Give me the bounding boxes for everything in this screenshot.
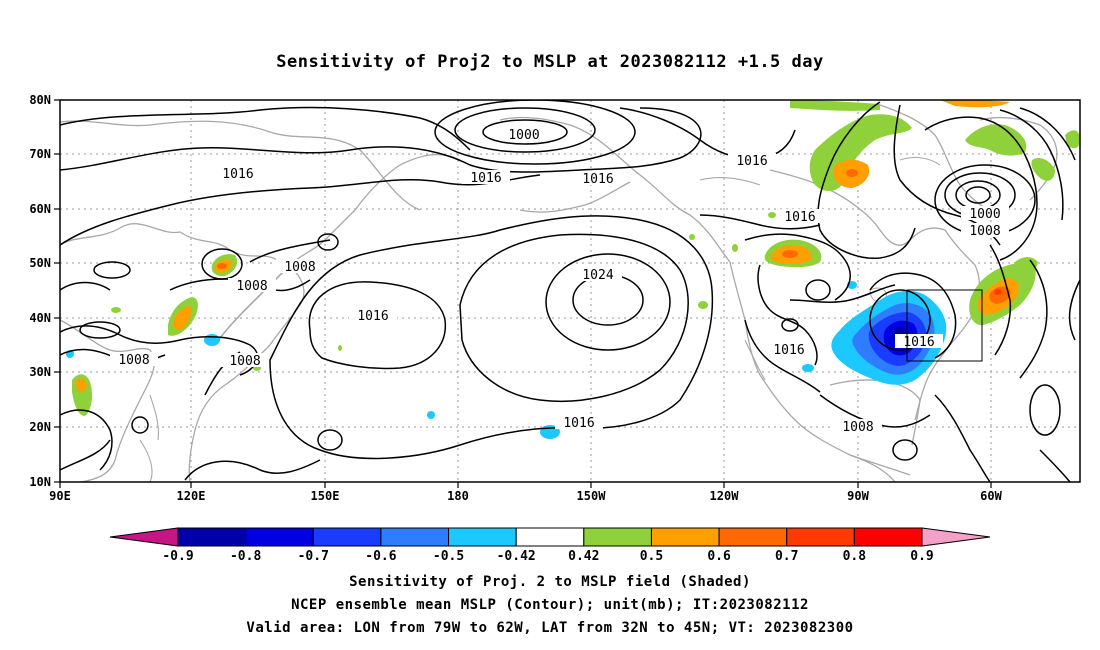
lon-tick-label: 150E (311, 489, 340, 503)
colorbar-swatch (448, 527, 517, 547)
colorbar-label: -0.8 (230, 549, 261, 564)
mslp-contours (60, 100, 1080, 482)
contour-label: 1008 (284, 260, 315, 275)
colorbar-swatch (515, 527, 585, 547)
contour-label: 1016 (784, 210, 815, 225)
contour-label: 1016 (736, 154, 767, 169)
contour-label: 1000 (508, 128, 539, 143)
lat-tick-label: 40N (29, 311, 51, 325)
contour-label: 1016 (903, 335, 934, 350)
colorbar-label: 0.6 (707, 549, 731, 564)
contour-label: 1008 (969, 224, 1000, 239)
valid-area-box (906, 289, 983, 362)
lat-tick-labels: 80N 70N 60N 50N 40N 30N 20N 10N (29, 93, 51, 489)
lat-ticks (54, 99, 60, 483)
caption-line-3: Valid area: LON from 79W to 62W, LAT fro… (246, 620, 854, 636)
lon-tick-label: 150W (577, 489, 607, 503)
colorbar-label: -0.6 (365, 549, 396, 564)
lon-tick-label: 120W (710, 489, 740, 503)
lon-tick-label: 90W (847, 489, 869, 503)
map-area: 1000 1016 1016 1016 1016 1000 1008 1016 … (60, 100, 1080, 482)
lon-tick-label: 90E (49, 489, 71, 503)
contour-label: 1008 (118, 353, 149, 368)
map-frame (59, 99, 1081, 483)
colorbar-label: -0.9 (162, 549, 193, 564)
caption-line-2: NCEP ensemble mean MSLP (Contour); unit(… (291, 597, 809, 613)
colorbar-arrow-high (921, 527, 991, 547)
lon-tick-labels: 90E 120E 150E 180 150W 120W 90W 60W (49, 489, 1002, 503)
colorbar-swatch (177, 527, 247, 547)
colorbar-label: 0.7 (775, 549, 798, 564)
contour-labels: 1000 1016 1016 1016 1016 1000 1008 1016 … (110, 127, 1009, 435)
colorbar-swatch (718, 527, 788, 547)
colorbar-swatch (245, 527, 314, 547)
colorbar-labels: -0.9 -0.8 -0.7 -0.6 -0.5 -0.42 0.42 0.5 0.6 0.7 0.… (162, 549, 933, 564)
colorbar-swatch (786, 527, 855, 547)
contour-label: 1016 (773, 343, 804, 358)
lon-tick-label: 120E (177, 489, 206, 503)
colorbar-swatch (380, 527, 450, 547)
lon-tick-label: 180 (447, 489, 469, 503)
colorbar-label: 0.8 (843, 549, 867, 564)
map-title: Sensitivity of Proj2 to MSLP at 20230821… (276, 52, 823, 72)
colorbar-label: -0.5 (433, 549, 464, 564)
colorbar-arrow-low (109, 527, 179, 547)
lat-tick-label: 60N (29, 202, 51, 216)
contour-label: 1016 (563, 416, 594, 431)
lat-tick-label: 30N (29, 365, 51, 379)
colorbar-swatch (583, 527, 652, 547)
colorbar-swatch (650, 527, 720, 547)
contour-label: 1016 (222, 167, 253, 182)
lat-tick-label: 80N (29, 93, 51, 107)
colorbar-swatch (853, 527, 923, 547)
contour-label: 1016 (582, 172, 613, 187)
colorbar-label: -0.42 (497, 549, 536, 564)
lat-tick-label: 20N (29, 420, 51, 434)
colorbar-label: 0.5 (640, 549, 663, 564)
lon-tick-label: 60W (980, 489, 1002, 503)
contour-label: 1016 (357, 309, 388, 324)
contour-label: 1000 (969, 207, 1000, 222)
lat-tick-label: 50N (29, 256, 51, 270)
contour-label: 1024 (582, 268, 613, 283)
colorbar-swatch (312, 527, 382, 547)
lat-tick-label: 10N (29, 475, 51, 489)
contour-label: 1016 (470, 171, 501, 186)
contour-label: 1008 (236, 279, 267, 294)
colorbar-label: -0.7 (298, 549, 329, 564)
contour-label: 1008 (842, 420, 873, 435)
lon-ticks (59, 482, 992, 488)
contour-label: 1008 (229, 354, 260, 369)
caption-line-1: Sensitivity of Proj. 2 to MSLP field (Sh… (349, 574, 751, 590)
colorbar-label: 0.42 (568, 549, 599, 564)
lat-tick-label: 70N (29, 147, 51, 161)
colorbar (109, 527, 991, 547)
colorbar-label: 0.9 (910, 549, 933, 564)
